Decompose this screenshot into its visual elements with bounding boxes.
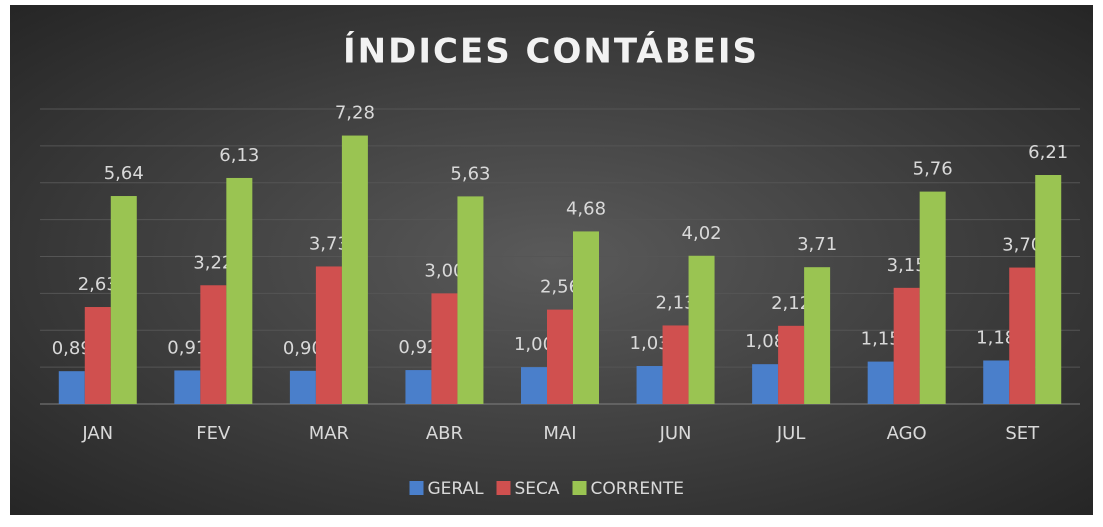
data-label: 7,28 (335, 103, 375, 124)
x-tick-label: SET (1005, 423, 1040, 444)
data-label: 0,91 (167, 337, 207, 358)
data-label: 3,71 (797, 234, 837, 255)
legend-label: SECA (515, 479, 560, 499)
data-label: 5,76 (913, 159, 953, 180)
chart-background (10, 5, 1093, 515)
bar (84, 307, 111, 404)
bar (688, 255, 715, 404)
chart-title: ÍNDICES CONTÁBEIS (343, 31, 759, 72)
x-tick-label: JUL (776, 423, 806, 444)
bar (341, 135, 368, 405)
bar (226, 177, 253, 404)
data-label: 3,00 (424, 260, 464, 281)
data-label: 4,68 (566, 198, 606, 219)
legend-label: CORRENTE (591, 479, 684, 499)
data-label: 2,63 (78, 274, 118, 295)
bar (547, 309, 573, 404)
bar (1009, 267, 1036, 404)
data-label: 1,15 (861, 329, 901, 350)
bar (431, 293, 458, 404)
bar (200, 285, 227, 404)
data-label: 3,15 (887, 255, 927, 276)
data-label: 5,64 (104, 163, 144, 184)
data-label: 4,02 (682, 223, 722, 244)
x-tick-label: AGO (887, 423, 927, 444)
bar (778, 325, 805, 404)
data-label: 0,90 (283, 338, 323, 359)
bar (315, 266, 342, 404)
data-label: 1,18 (976, 327, 1016, 348)
data-label: 1,08 (745, 331, 785, 352)
data-label: 2,13 (656, 292, 696, 313)
data-label: 6,21 (1028, 142, 1068, 163)
bar (457, 196, 484, 404)
x-tick-label: JUN (659, 423, 692, 444)
data-label: 1,00 (514, 334, 554, 355)
data-label: 0,89 (52, 338, 92, 359)
data-label: 2,56 (540, 277, 580, 298)
bar (110, 196, 137, 404)
data-label: 3,22 (193, 252, 233, 273)
bar (573, 231, 599, 404)
data-label: 2,12 (771, 293, 811, 314)
x-tick-label: ABR (426, 423, 463, 444)
bar (752, 364, 779, 404)
bar (919, 191, 946, 404)
bar (521, 367, 547, 404)
bar (405, 370, 432, 404)
x-tick-label: MAR (309, 423, 349, 444)
x-tick-label: FEV (196, 423, 231, 444)
bar (804, 267, 831, 404)
bar (662, 325, 689, 404)
legend-swatch (496, 481, 511, 495)
data-label: 0,92 (398, 337, 438, 358)
bar (893, 287, 920, 404)
legend-swatch (572, 481, 587, 495)
data-label: 1,03 (630, 333, 670, 354)
data-label: 3,73 (309, 233, 349, 254)
bar (983, 360, 1010, 404)
data-label: 5,63 (450, 163, 490, 184)
x-tick-label: MAI (543, 423, 576, 444)
data-label: 3,70 (1002, 235, 1042, 256)
legend-label: GERAL (428, 479, 485, 499)
bar (289, 370, 316, 404)
bar (174, 370, 201, 404)
bar (58, 371, 85, 404)
data-label: 6,13 (219, 145, 259, 166)
x-tick-label: JAN (81, 423, 113, 444)
legend-swatch (409, 481, 424, 495)
bar (867, 361, 894, 404)
bar (636, 366, 663, 404)
bar (1035, 175, 1062, 404)
